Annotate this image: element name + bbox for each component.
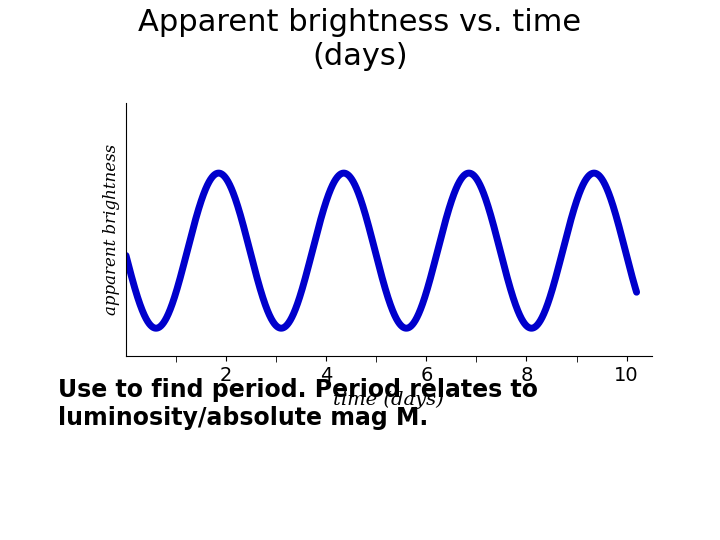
Text: Apparent brightness vs. time
(days): Apparent brightness vs. time (days) [138, 8, 582, 71]
Y-axis label: apparent brightness: apparent brightness [104, 144, 120, 315]
Text: Use to find period. Period relates to
luminosity/absolute mag M.: Use to find period. Period relates to lu… [58, 378, 538, 430]
X-axis label: time (days): time (days) [333, 390, 444, 409]
